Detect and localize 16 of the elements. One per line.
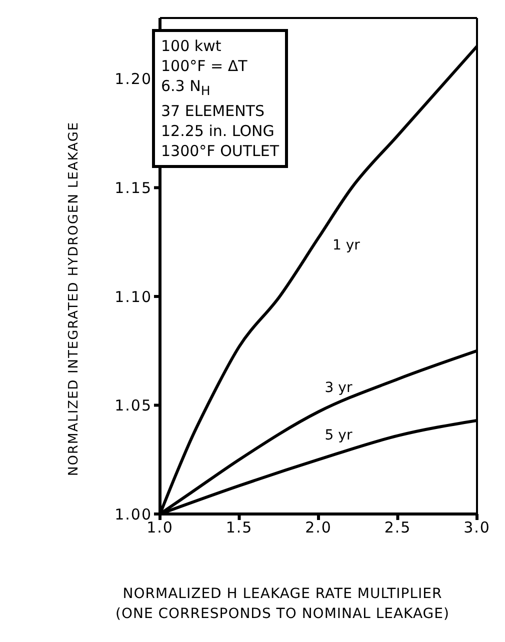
x-tick-label: 1.0 — [146, 518, 174, 537]
x-tick-label: 3.0 — [464, 518, 490, 537]
y-tick-label: 1.05 — [114, 396, 152, 415]
annotation: 100 kwt 100°F = ΔT 6.3 N$_{H}$ 37 ELEMENTS 12.25 in. LONG 1300°F OUTLET — [161, 36, 280, 161]
x-tick-label: 2.5 — [384, 518, 412, 537]
y-tick-label: 1.10 — [114, 288, 152, 306]
y-tick-label: 1.15 — [114, 179, 152, 198]
x-tick-label: 1.5 — [226, 518, 253, 537]
series-label: 3 yr — [324, 380, 352, 396]
y-axis-title: NORMALIZED INTEGRATED HYDROGEN LEAKAGE — [66, 121, 82, 476]
parameter-box: 100 kwt 100°F = ΔT 6.3 N$_{H}$ 37 ELEMENTS 12.25 in. LONG 1300°F OUTLET — [152, 29, 288, 168]
series-label: 5 yr — [324, 428, 352, 444]
x-tick-label: 2.0 — [305, 518, 332, 537]
x-axis-title: NORMALIZED H LEAKAGE RATE MULTIPLIER (ONE CORRESPONDS TO NOMINAL LEAKAGE) — [114, 585, 450, 624]
series-label: 1 yr — [332, 238, 360, 254]
y-tick-label: 1.20 — [114, 70, 152, 88]
